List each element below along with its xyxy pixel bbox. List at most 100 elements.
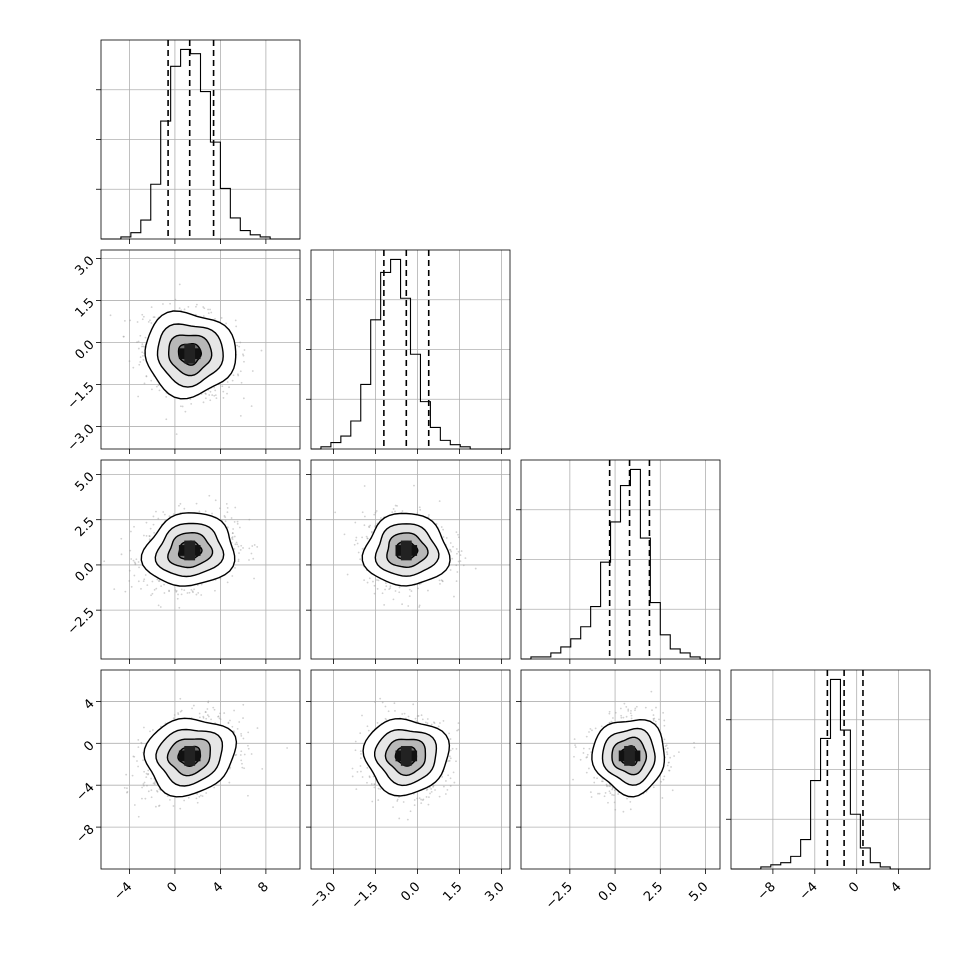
scatter-point <box>455 564 458 567</box>
scatter-point <box>163 513 166 516</box>
scatter-point <box>207 312 210 315</box>
scatter-point <box>129 319 132 322</box>
scatter-point <box>442 536 445 538</box>
scatter-point <box>234 566 236 569</box>
scatter-point <box>214 589 216 592</box>
scatter-point <box>418 604 421 607</box>
scatter-point <box>192 591 194 594</box>
scatter-point <box>159 606 162 608</box>
x-tick-label: 4 <box>210 879 226 895</box>
scatter-point <box>213 708 216 711</box>
density-core <box>184 540 196 561</box>
scatter-point <box>153 531 156 534</box>
scatter-point <box>180 588 183 591</box>
scatter-point <box>145 534 148 537</box>
scatter-point <box>248 518 251 521</box>
scatter-point <box>379 788 382 791</box>
scatter-point <box>359 757 362 760</box>
scatter-point <box>356 770 359 773</box>
scatter-point <box>202 315 205 318</box>
scatter-point <box>141 354 144 357</box>
scatter-point <box>152 316 155 319</box>
scatter-point <box>398 586 401 589</box>
scatter-point <box>232 374 235 377</box>
density-panel <box>351 697 460 821</box>
scatter-point <box>236 520 239 523</box>
scatter-point <box>391 511 394 514</box>
density-core <box>184 745 196 766</box>
scatter-point <box>132 559 135 562</box>
scatter-point <box>381 592 384 595</box>
scatter-point <box>141 343 144 346</box>
scatter-point <box>239 414 242 417</box>
scatter-point <box>388 588 391 591</box>
scatter-point <box>437 725 440 728</box>
scatter-point <box>219 712 221 715</box>
scatter-point <box>195 593 198 596</box>
scatter-point <box>195 502 198 505</box>
scatter-point <box>600 725 603 728</box>
y-tick-label: −4 <box>73 780 97 804</box>
scatter-point <box>387 710 390 713</box>
panel-frame <box>100 669 301 870</box>
scatter-point <box>377 787 380 790</box>
y-tick-label: 0.0 <box>72 338 97 363</box>
scatter-point <box>247 794 249 797</box>
scatter-point <box>208 394 211 396</box>
scatter-point <box>230 517 233 519</box>
scatter-point <box>353 543 356 546</box>
scatter-point <box>460 550 463 552</box>
scatter-point <box>447 760 450 762</box>
scatter-point <box>426 722 429 725</box>
scatter-point <box>213 786 216 789</box>
scatter-point <box>137 746 140 749</box>
scatter-point <box>363 579 366 582</box>
scatter-point <box>152 515 155 518</box>
scatter-point <box>237 558 240 561</box>
scatter-point <box>401 713 404 715</box>
scatter-point <box>143 770 146 773</box>
scatter-point <box>413 799 416 801</box>
scatter-point <box>145 521 148 524</box>
scatter-point <box>196 793 199 795</box>
scatter-point <box>207 715 210 718</box>
scatter-point <box>217 715 220 718</box>
scatter-point <box>178 283 181 286</box>
scatter-point <box>412 703 415 706</box>
scatter-point <box>196 801 199 804</box>
scatter-point <box>418 506 421 509</box>
scatter-point <box>453 781 456 784</box>
scatter-point <box>198 716 201 719</box>
scatter-point <box>141 786 144 789</box>
scatter-point <box>165 395 168 398</box>
scatter-point <box>147 773 149 776</box>
scatter-point <box>456 552 458 555</box>
scatter-point <box>396 800 399 802</box>
y-tick-label: 1.5 <box>72 296 97 321</box>
scatter-point <box>207 308 209 311</box>
y-tick-label: 4 <box>81 696 97 712</box>
scatter-point <box>153 316 156 319</box>
scatter-point <box>218 717 221 720</box>
scatter-point <box>140 742 143 745</box>
scatter-point <box>389 585 392 588</box>
scatter-point <box>459 554 462 557</box>
scatter-point <box>137 765 139 768</box>
scatter-point <box>233 548 236 550</box>
scatter-point <box>179 405 182 408</box>
scatter-point <box>420 802 423 805</box>
scatter-point <box>232 528 235 530</box>
scatter-point <box>434 789 436 791</box>
scatter-point <box>665 744 668 747</box>
scatter-point <box>143 382 146 385</box>
scatter-point <box>204 397 207 400</box>
scatter-point <box>428 786 431 789</box>
scatter-point <box>231 538 234 541</box>
scatter-point <box>363 524 366 527</box>
scatter-point <box>120 537 123 540</box>
scatter-point <box>242 703 245 706</box>
scatter-point <box>459 560 462 563</box>
scatter-point <box>169 302 171 305</box>
scatter-point <box>384 588 386 591</box>
scatter-point <box>231 532 234 535</box>
